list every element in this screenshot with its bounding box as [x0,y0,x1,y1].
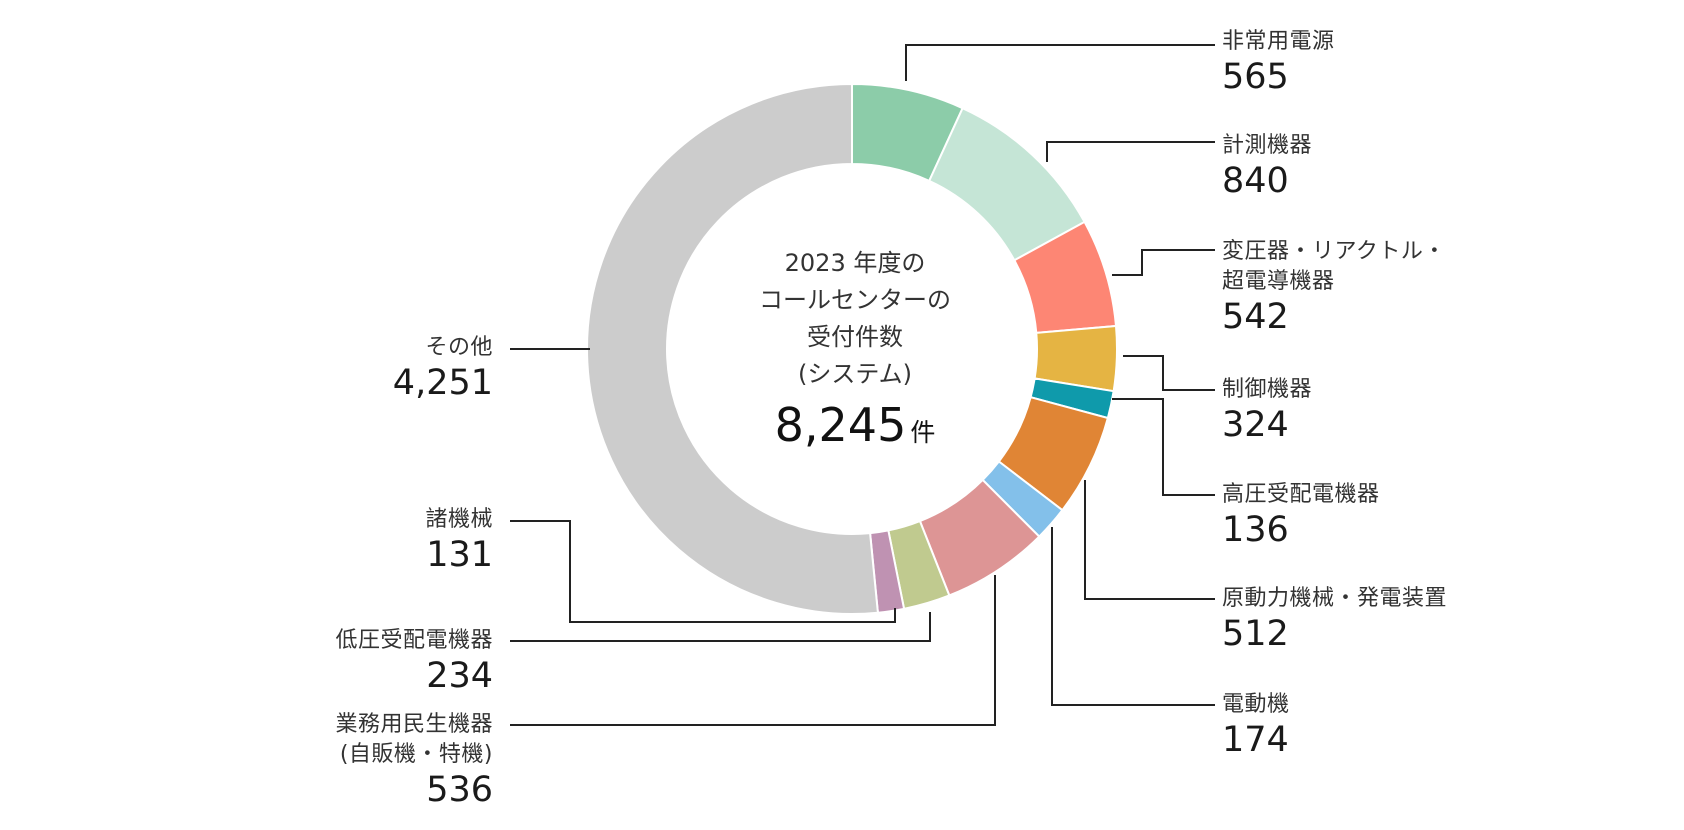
slice-label-name-line-1: 変圧器・リアクトル・ [1222,239,1446,264]
slice-label-name-line-2: 超電導機器 [1222,269,1335,294]
leader-line-低圧受配電機器 [510,612,931,642]
center-line-3: 受付件数 [807,323,903,351]
donut-center-label: 2023 年度の コールセンターの 受付件数 (システム) 8,245 件 [715,245,995,463]
data-label: 4,251 [392,363,493,403]
slice-label-高圧受配電機器: 高圧受配電機器 136 [1222,480,1380,550]
slice-label-非常用電源: 非常用電源 565 [1222,27,1335,97]
data-label: 565 [1222,57,1289,97]
data-label: 324 [1222,405,1289,445]
leader-line-電動機 [1051,527,1215,706]
data-label: 542 [1222,297,1289,337]
slice-label-name-line-1: 業務用民生機器 [335,712,493,737]
total-value: 8,245 [774,398,907,452]
center-line-2: コールセンターの [759,286,951,314]
slice-label-name: 諸機械 [425,507,493,532]
total-unit: 件 [910,418,936,447]
data-label: 174 [1222,720,1289,760]
slice-label-name: その他 [425,335,493,360]
slice-label-name: 低圧受配電機器 [335,628,493,653]
leader-lines [510,44,1215,726]
data-label: 136 [1222,510,1289,550]
center-line-1: 2023 年度の [784,249,926,277]
donut-slices [585,82,1118,615]
slice-label-業務用民生機器: 業務用民生機器 (自販機・特機) 536 [335,710,493,810]
slice-label-原動力機械: 原動力機械・発電装置 512 [1222,584,1447,654]
center-total: 8,245 件 [715,395,995,463]
slice-label-その他: その他 4,251 [393,333,493,403]
center-line-4: (システム) [797,360,912,388]
data-label: 512 [1222,614,1289,654]
data-label: 840 [1222,161,1289,201]
leader-line-業務用民生機器 [510,575,996,726]
leader-line-高圧受配電機器 [1112,398,1215,496]
slice-label-name: 非常用電源 [1222,29,1335,54]
slice-label-変圧器: 変圧器・リアクトル・ 超電導機器 542 [1222,237,1446,337]
slice-label-name: 原動力機械・発電装置 [1222,586,1448,611]
leader-line-非常用電源 [905,44,1215,81]
leader-line-諸機械 [510,520,896,623]
leader-line-制御機器 [1123,355,1215,391]
slice-label-name-line-2: (自販機・特機) [339,742,493,767]
leader-line-計測機器 [1046,141,1215,162]
leader-line-原動力機械 [1084,480,1215,600]
slice-label-name: 計測機器 [1222,133,1313,158]
slice-label-name: 制御機器 [1222,377,1313,402]
slice-その他 [585,82,880,615]
slice-label-制御機器: 制御機器 324 [1222,375,1312,445]
data-label: 131 [426,535,493,575]
slice-label-計測機器: 計測機器 840 [1222,131,1312,201]
data-label: 234 [426,656,493,696]
slice-label-諸機械: 諸機械 131 [425,505,493,575]
data-label: 536 [426,770,493,810]
slice-label-低圧受配電機器: 低圧受配電機器 234 [335,626,493,696]
slice-label-name: 高圧受配電機器 [1222,482,1380,507]
leader-line-変圧器 [1112,249,1215,276]
slice-label-name: 電動機 [1222,692,1290,717]
slice-label-電動機: 電動機 174 [1222,690,1290,760]
